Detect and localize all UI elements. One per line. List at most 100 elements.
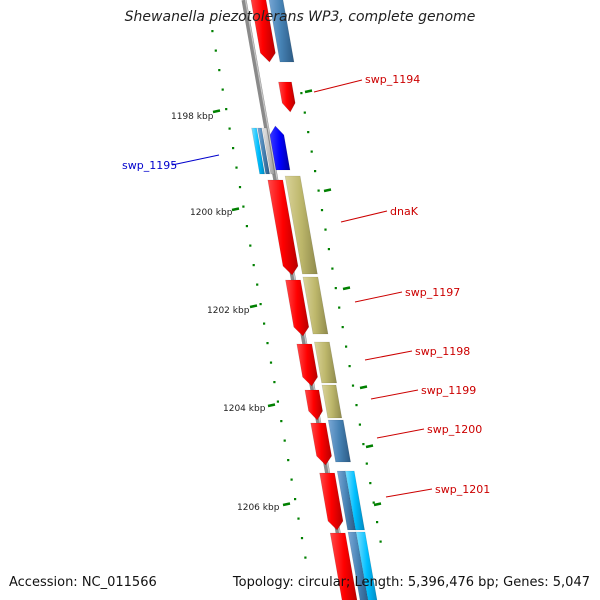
ruler-dot [369, 482, 372, 485]
ruler-dot [338, 306, 341, 309]
ruler-dot [324, 228, 327, 231]
ruler-dot [320, 209, 324, 212]
gene-labels[interactable]: swp_1194 swp_1195 dnaK swp_1197 swp_1198 swp_… [122, 73, 490, 496]
ruler-tick [282, 502, 291, 507]
cds-feature [278, 81, 296, 113]
ruler-dot [211, 30, 214, 33]
ruler-dot [228, 127, 231, 130]
ruler-dot [242, 205, 245, 208]
label-leader-line [354, 291, 403, 303]
ruler-dot [297, 517, 300, 520]
genome-summary: Topology: circular; Length: 5,396,476 bp… [232, 575, 590, 590]
label-leader-line [385, 488, 433, 498]
ruler-dot [327, 248, 330, 251]
scale-label: 1200 kbp [190, 208, 233, 218]
gene-features [250, 0, 378, 600]
gene-label[interactable]: swp_1197 [405, 286, 460, 299]
ruler-dot [351, 384, 355, 387]
ruler-dot [307, 131, 310, 134]
cds-reverse-feature [269, 125, 291, 171]
scale-label: 1202 kbp [207, 306, 250, 316]
accession-text: Accession: NC_011566 [9, 575, 157, 590]
ruler-dot [379, 540, 382, 543]
ruler-dot [273, 381, 276, 384]
ruler-dot [280, 420, 283, 423]
feature-block [302, 276, 329, 335]
ruler-dot [263, 322, 266, 325]
ruler-dot [345, 345, 348, 348]
ruler-dot [341, 326, 344, 329]
gene-label[interactable]: swp_1198 [415, 345, 470, 358]
ruler-dot [376, 521, 379, 524]
ruler-dot [355, 404, 358, 407]
ruler-dot [232, 147, 235, 150]
ruler-dot [314, 170, 317, 173]
scale-labels: 1198 kbp 1200 kbp 1202 kbp 1204 kbp 1206 kbp [171, 112, 280, 513]
ruler-dot [334, 287, 337, 290]
ruler-dot [235, 166, 238, 169]
ruler-dot [276, 400, 279, 403]
gene-label[interactable]: swp_1201 [435, 483, 490, 496]
ruler-dot [362, 443, 365, 446]
feature-block [268, 0, 295, 63]
feature-block [257, 127, 271, 175]
gene-label[interactable]: swp_1199 [421, 384, 476, 397]
feature-block [355, 531, 378, 600]
cds-feature [267, 179, 299, 276]
cds-feature [296, 343, 318, 387]
ruler-dot [300, 537, 304, 540]
ruler-tick [359, 385, 368, 390]
ruler-dot [249, 244, 252, 247]
ruler-dot [304, 556, 307, 559]
gene-label[interactable]: swp_1195 [122, 159, 177, 172]
scale-label: 1204 kbp [223, 404, 266, 414]
ruler-tick [365, 444, 374, 449]
ruler-dot [331, 267, 334, 270]
ruler-dot [348, 365, 351, 368]
feature-block [314, 341, 338, 384]
gene-label[interactable]: swp_1194 [365, 73, 420, 86]
ruler-tick [304, 89, 313, 94]
cds-feature [319, 472, 344, 531]
label-leader-line [313, 79, 363, 93]
ruler-tick [373, 502, 382, 507]
label-leader-line [171, 154, 220, 166]
ruler-dot [256, 283, 259, 286]
feature-block [262, 127, 276, 175]
ruler-dot [266, 342, 269, 345]
ruler-dot [269, 361, 273, 364]
ruler-dot [358, 423, 361, 426]
feature-block [344, 470, 365, 531]
gene-label[interactable]: swp_1200 [427, 423, 482, 436]
ruler-tick [231, 207, 240, 212]
gene-label[interactable]: dnaK [390, 205, 419, 218]
ruler-dot [372, 501, 375, 504]
ruler-dot [310, 150, 313, 153]
ruler-tick [249, 304, 258, 309]
cds-feature [285, 279, 310, 337]
ruler-dot [259, 303, 262, 306]
scale-label: 1206 kbp [237, 503, 280, 513]
ruler-dot [283, 439, 286, 442]
feature-block [321, 384, 343, 419]
cds-feature [329, 532, 358, 600]
label-leader-line [370, 389, 419, 400]
ruler-dot [300, 92, 303, 95]
ruler-dot [365, 462, 368, 465]
feature-block [284, 175, 318, 275]
ruler-dot [287, 459, 290, 462]
ruler-dot [317, 189, 320, 192]
feature-block [347, 531, 369, 600]
label-leader-line [364, 350, 413, 361]
map-title: Shewanella piezotolerans WP3, complete g… [124, 9, 476, 25]
label-leader-lines [171, 79, 433, 498]
ruler-dot [221, 88, 224, 91]
scale-label: 1198 kbp [171, 112, 214, 122]
label-leader-line [340, 210, 388, 223]
ruler-tick [267, 403, 276, 408]
feature-block [251, 127, 266, 175]
ruler-ticks [212, 89, 382, 507]
ruler-dot [238, 186, 242, 189]
feature-block [327, 419, 351, 463]
